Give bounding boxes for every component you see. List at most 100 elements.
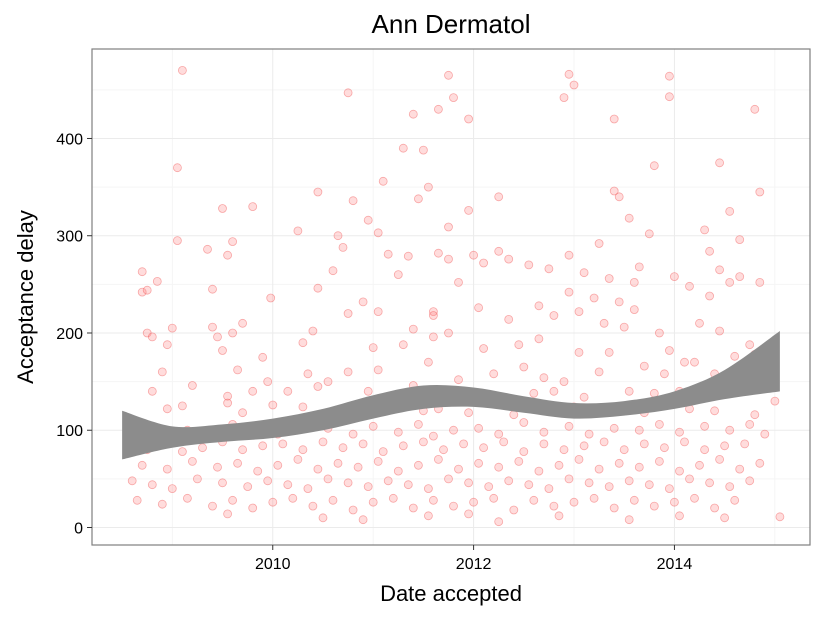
- data-point-246: [740, 439, 750, 449]
- data-point-219: [198, 443, 207, 453]
- y-axis: 0 100 200 300 400: [56, 131, 92, 537]
- data-point-50: [469, 250, 479, 260]
- data-point-159: [579, 392, 589, 402]
- data-point-81: [705, 291, 714, 301]
- data-point-61: [685, 281, 694, 291]
- data-point-232: [459, 439, 469, 449]
- data-point-252: [253, 466, 263, 476]
- data-point-310: [157, 499, 167, 509]
- data-point-111: [218, 346, 227, 355]
- data-point-0: [177, 66, 187, 75]
- data-point-109: [745, 340, 755, 350]
- data-point-43: [223, 250, 233, 260]
- data-point-253: [273, 460, 283, 470]
- data-point-36: [333, 231, 343, 241]
- data-points: [122, 66, 785, 527]
- data-point-22: [609, 186, 619, 196]
- data-point-228: [378, 447, 388, 457]
- data-point-9: [433, 104, 443, 114]
- data-point-91: [147, 332, 157, 342]
- data-point-53: [524, 260, 534, 270]
- data-point-116: [428, 332, 438, 342]
- data-point-280: [167, 484, 177, 494]
- data-point-267: [554, 460, 564, 470]
- data-point-11: [750, 104, 760, 114]
- data-point-62: [705, 246, 714, 256]
- data-point-320: [368, 497, 378, 507]
- data-point-150: [283, 386, 293, 396]
- data-point-244: [700, 445, 709, 455]
- data-point-275: [715, 454, 724, 464]
- data-point-129: [303, 369, 313, 379]
- data-point-3: [665, 71, 674, 81]
- data-point-122: [665, 346, 674, 355]
- data-point-87: [534, 301, 544, 311]
- data-point-183: [710, 406, 719, 416]
- data-point-302: [624, 476, 634, 486]
- data-point-105: [619, 322, 629, 332]
- data-point-131: [343, 367, 353, 377]
- data-point-52: [504, 254, 514, 264]
- data-point-40: [172, 236, 182, 246]
- data-point-251: [233, 458, 243, 468]
- data-point-114: [368, 343, 378, 353]
- data-point-66: [755, 277, 765, 287]
- data-point-274: [695, 460, 704, 470]
- data-point-35: [293, 226, 303, 236]
- data-point-332: [609, 503, 619, 513]
- data-point-289: [363, 482, 373, 492]
- data-point-96: [238, 318, 248, 328]
- data-point-290: [383, 476, 393, 486]
- data-point-126: [157, 367, 167, 377]
- data-point-16: [715, 158, 724, 168]
- data-point-336: [690, 493, 699, 503]
- y-tick-label-3: 300: [56, 229, 83, 246]
- data-point-152: [363, 386, 373, 396]
- data-point-169: [238, 408, 248, 418]
- data-point-279: [147, 480, 157, 490]
- data-point-346: [720, 513, 729, 523]
- data-point-15: [418, 145, 428, 155]
- smooth-confidence-band: [122, 331, 780, 460]
- data-point-20: [313, 187, 323, 197]
- data-point-337: [710, 503, 719, 513]
- data-point-262: [454, 464, 463, 474]
- data-point-305: [685, 474, 694, 484]
- data-point-28: [248, 202, 258, 212]
- data-point-139: [594, 367, 604, 377]
- data-point-308: [745, 476, 755, 486]
- data-point-56: [579, 268, 589, 278]
- data-point-197: [393, 427, 403, 437]
- data-point-58: [634, 262, 644, 272]
- data-point-309: [132, 495, 142, 505]
- data-point-254: [293, 454, 303, 464]
- data-point-294: [464, 478, 474, 488]
- data-point-330: [569, 497, 579, 507]
- data-point-75: [454, 277, 463, 287]
- data-point-321: [388, 493, 398, 503]
- data-point-323: [428, 495, 438, 505]
- y-tick-label-4: 400: [56, 131, 83, 148]
- data-point-71: [208, 284, 217, 294]
- data-point-236: [539, 439, 549, 449]
- data-point-283: [243, 482, 253, 492]
- data-point-13: [609, 114, 619, 124]
- data-point-149: [248, 386, 258, 396]
- data-point-224: [298, 445, 308, 455]
- data-point-25: [348, 196, 358, 206]
- data-point-110: [162, 340, 172, 350]
- data-point-297: [524, 480, 534, 490]
- y-tick-label-2: 200: [56, 326, 83, 343]
- data-point-208: [634, 425, 644, 435]
- data-point-229: [398, 441, 408, 451]
- data-point-79: [614, 297, 624, 307]
- data-point-6: [449, 93, 458, 102]
- data-point-231: [439, 445, 448, 455]
- data-point-242: [660, 443, 669, 453]
- data-point-132: [373, 365, 383, 375]
- data-point-301: [604, 482, 614, 492]
- data-point-57: [604, 274, 614, 283]
- data-point-72: [313, 283, 323, 293]
- data-point-268: [574, 454, 584, 464]
- data-point-300: [584, 478, 594, 488]
